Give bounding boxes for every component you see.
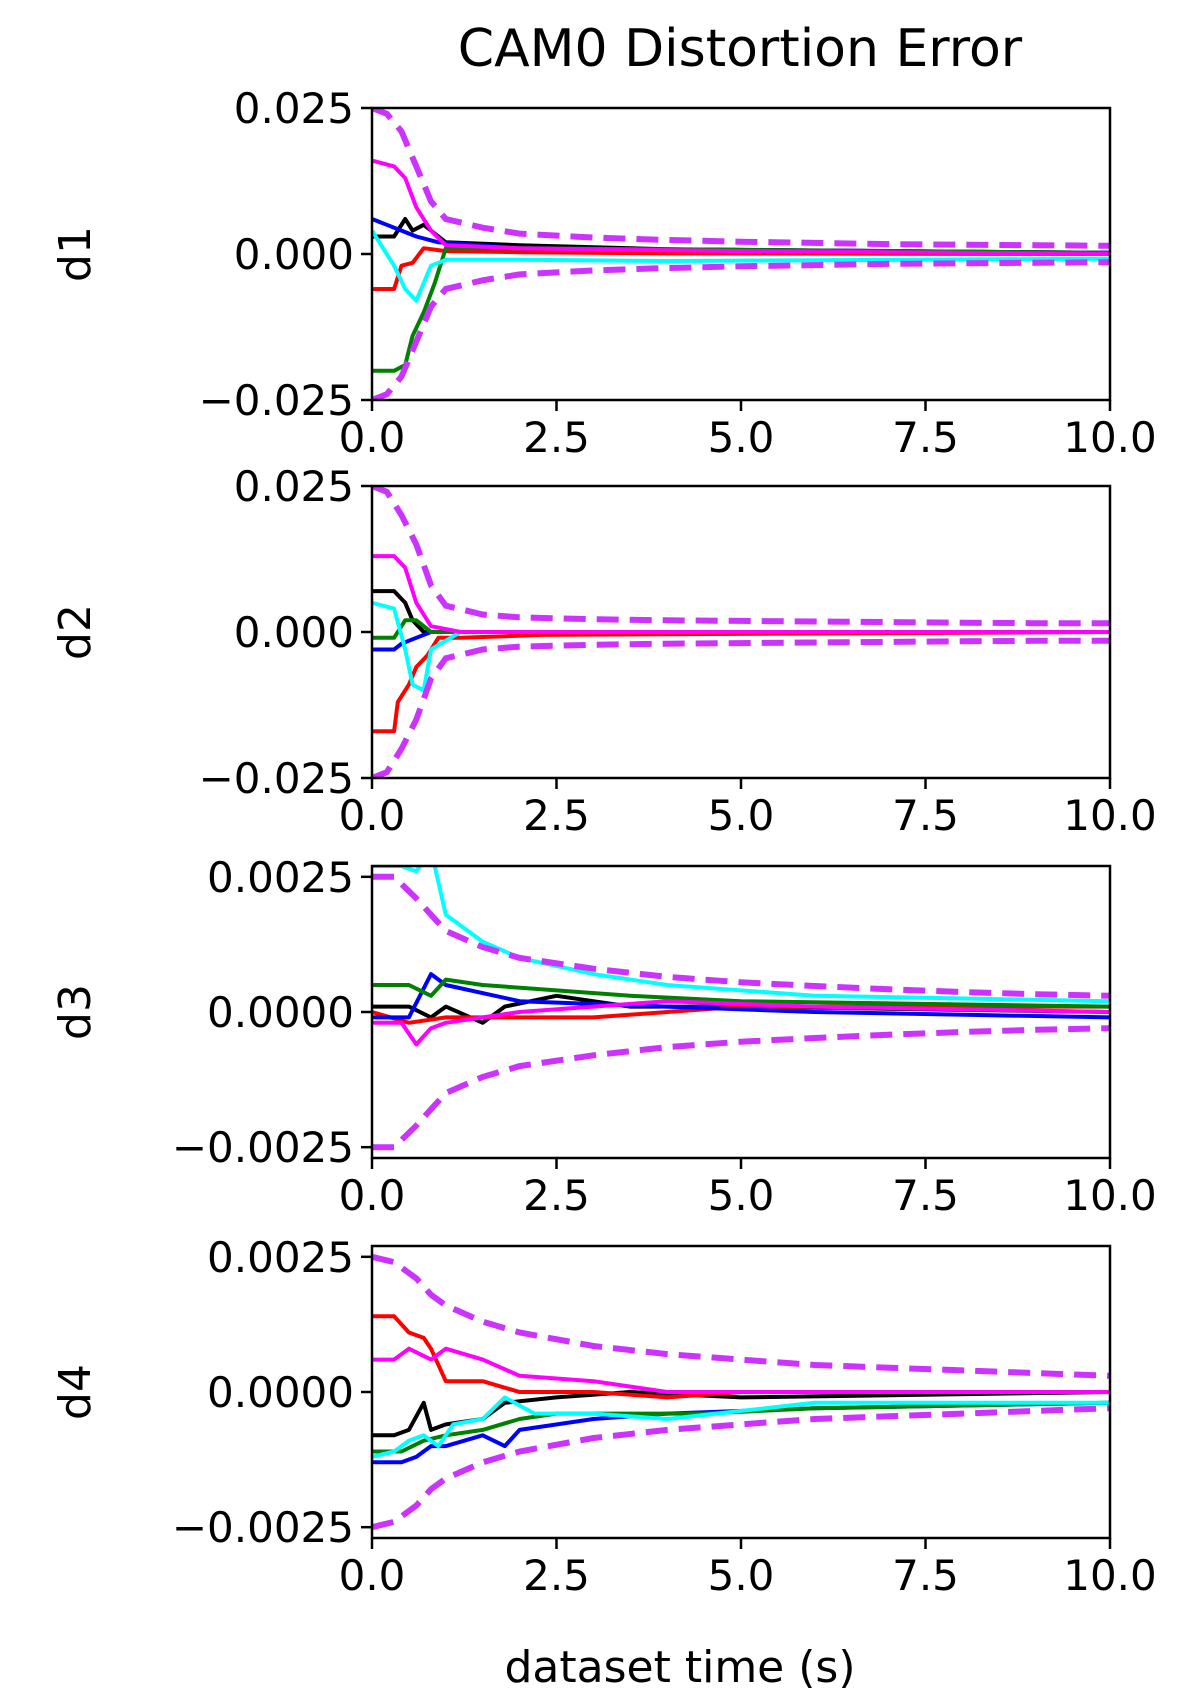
x-tick-label: 7.5 (892, 1551, 959, 1600)
y-tick-label: 0.025 (234, 84, 354, 133)
y-tick-label: −0.025 (199, 376, 354, 425)
bound-line-lower (372, 1405, 1110, 1531)
x-tick-label: 5.0 (708, 413, 775, 462)
y-tick-label: 0.000 (234, 608, 354, 657)
x-tick-label: 7.5 (892, 413, 959, 462)
y-tick-label: 0.0000 (207, 988, 354, 1037)
x-tick-label: 0.0 (339, 1171, 406, 1220)
x-tick-label: 5.0 (708, 1171, 775, 1220)
y-axis-label: d3 (50, 984, 101, 1040)
series-line-2 (372, 1314, 1110, 1400)
series-line-5 (372, 229, 1110, 303)
series-line-6 (372, 999, 1110, 1047)
series-line-5 (372, 1395, 1110, 1459)
y-tick-label: 0.0025 (207, 853, 354, 902)
bound-line-lower (372, 637, 1110, 778)
bound-line-upper (372, 108, 1110, 249)
plot-area (372, 866, 1110, 1151)
x-tick-label: 5.0 (708, 791, 775, 840)
x-tick-label: 2.5 (523, 1171, 590, 1220)
bound-line-upper (372, 873, 1110, 999)
x-tick-label: 10.0 (1063, 413, 1157, 462)
panel-d4: 0.0 2.5 5.0 7.5 10.0 0.0025 0.0000 −0.0025 d4 (50, 1233, 1157, 1600)
x-tick-label: 2.5 (523, 413, 590, 462)
y-tick-label: −0.0025 (172, 1503, 354, 1552)
y-tick-label: 0.000 (234, 230, 354, 279)
panel-d1: 0.0 2.5 5.0 7.5 10.0 0.025 0.000 −0.025 d1 (50, 84, 1157, 462)
panel-d2: 0.0 2.5 5.0 7.5 10.0 0.025 0.000 −0.025 d2 (50, 462, 1157, 840)
figure-title: CAM0 Distortion Error (458, 19, 1023, 79)
y-tick-label: 0.0000 (207, 1368, 354, 1417)
x-tick-label: 0.0 (339, 791, 406, 840)
y-axis-label: d4 (50, 1364, 101, 1420)
y-axis-label: d2 (50, 604, 101, 660)
series-line-4 (372, 977, 1110, 1009)
bound-line-lower (372, 259, 1110, 400)
y-axis-label: d1 (50, 226, 101, 282)
x-tick-label: 0.0 (339, 1551, 406, 1600)
x-tick-label: 10.0 (1063, 791, 1157, 840)
series-line-6 (372, 158, 1110, 256)
y-tick-label: −0.025 (199, 754, 354, 803)
series-line-5 (372, 600, 1110, 693)
x-tick-label: 5.0 (708, 1551, 775, 1600)
panel-d3: 0.0 2.5 5.0 7.5 10.0 0.0025 0.0000 −0.0025 d3 (50, 853, 1157, 1220)
x-tick-label: 2.5 (523, 1551, 590, 1600)
series-line-2 (372, 630, 1110, 734)
series-line-5 (372, 866, 1110, 1004)
plot-area (372, 486, 1110, 778)
y-tick-label: 0.025 (234, 462, 354, 511)
bound-line-lower (372, 1025, 1110, 1151)
y-tick-label: −0.0025 (172, 1123, 354, 1172)
bound-line-upper (372, 486, 1110, 627)
x-tick-label: 7.5 (892, 1171, 959, 1220)
bound-line-upper (372, 1253, 1110, 1379)
plot-area (372, 108, 1110, 400)
plot-area (372, 1253, 1110, 1531)
x-tick-label: 10.0 (1063, 1551, 1157, 1600)
series-line-6 (372, 554, 1110, 634)
x-tick-label: 2.5 (523, 791, 590, 840)
x-tick-label: 0.0 (339, 413, 406, 462)
x-tick-label: 7.5 (892, 791, 959, 840)
x-tick-label: 10.0 (1063, 1171, 1157, 1220)
series-line-3 (372, 972, 1110, 1020)
x-axis-label: dataset time (s) (505, 1642, 856, 1693)
y-tick-label: 0.0025 (207, 1233, 354, 1282)
series-line-6 (372, 1346, 1110, 1394)
series-line-2 (372, 246, 1110, 291)
